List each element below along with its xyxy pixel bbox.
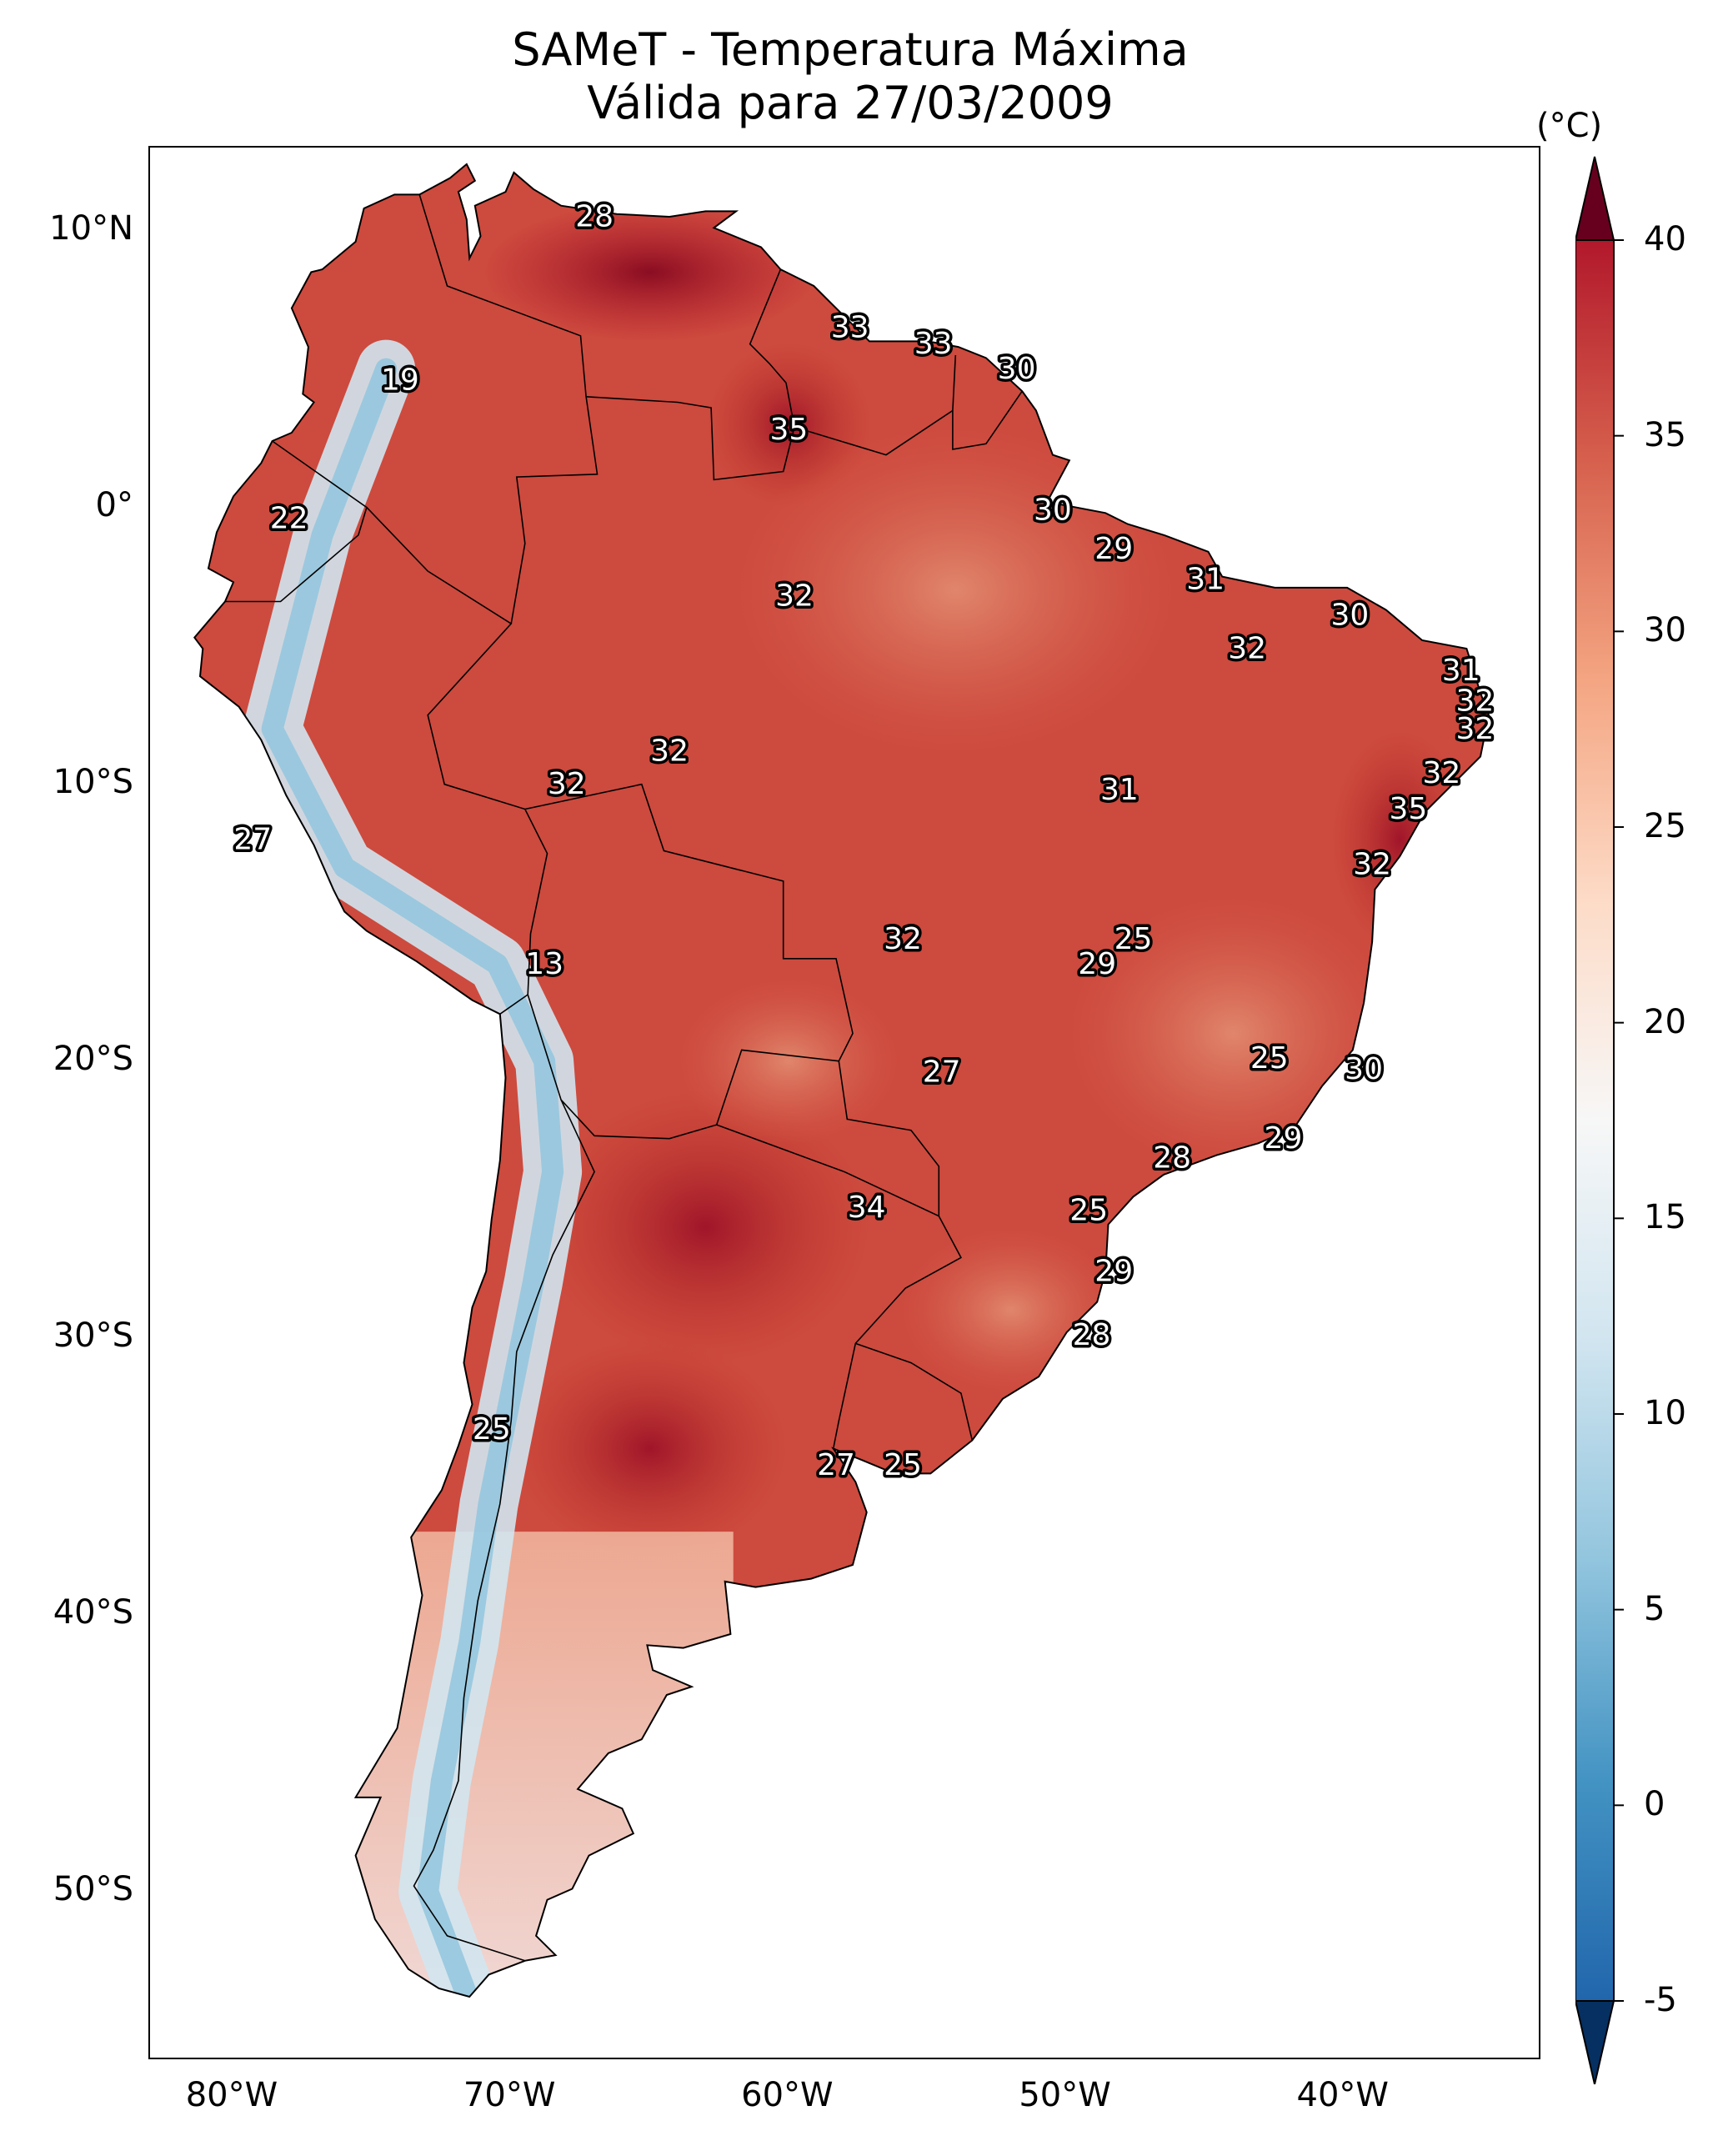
colorbar-tick-label: 25 (1644, 807, 1686, 845)
colorbar-tick-label: 20 (1644, 1002, 1686, 1041)
temperature-label: 31 (1100, 773, 1139, 807)
land-layer (194, 163, 1489, 1998)
temperature-label: 32 (884, 922, 922, 956)
temperature-label: 25 (473, 1412, 511, 1447)
temperature-label: 31 (1186, 562, 1225, 596)
temperature-label: 30 (1331, 599, 1370, 633)
border-line-10 (952, 390, 1023, 450)
border-line-7 (855, 1342, 974, 1441)
country-borders (193, 163, 1490, 1998)
border-line-11 (586, 396, 795, 481)
temperature-label: 35 (769, 413, 808, 447)
border-line-4 (527, 994, 839, 1140)
temperature-label: 19 (381, 363, 419, 397)
coastline (193, 163, 1490, 1998)
colorbar-tick-label: 10 (1644, 1394, 1686, 1432)
temperature-label: 27 (817, 1448, 855, 1482)
colorbar-tick-label: 40 (1644, 220, 1686, 258)
border-line-5 (716, 1060, 940, 1217)
temperature-label: 29 (1078, 947, 1116, 981)
colorbar-extend-max (1575, 156, 1615, 241)
temperature-label: 25 (1114, 922, 1153, 956)
longitude-tick-label: 70°W (463, 2076, 556, 2114)
temperature-label: 32 (1228, 631, 1266, 665)
temperature-label: 25 (884, 1448, 922, 1482)
temperature-label: 32 (1353, 847, 1391, 881)
map-frame: 28 33 33 30 19 35 22 30 29 31 32 30 32 31 32 32 32 32 32 31… (148, 146, 1540, 2059)
border-line-3 (524, 783, 854, 1062)
map-title: SAMeT - Temperatura Máxima (512, 23, 1189, 76)
latitude-tick-label: 50°S (53, 1869, 133, 1908)
temperature-label: 27 (233, 823, 272, 857)
temperature-label: 13 (525, 947, 563, 981)
temperature-label: 30 (1034, 493, 1072, 527)
temperature-label: 31 (1442, 654, 1480, 688)
border-line-9 (749, 268, 957, 456)
temperature-label: 32 (650, 734, 689, 768)
latitude-tick-label: 40°S (53, 1592, 133, 1632)
colorbar-extend-min (1575, 2000, 1615, 2084)
temperature-label: 33 (831, 310, 869, 344)
colorbar-tick-label: -5 (1644, 1981, 1677, 2019)
colorbar-tick-label: 35 (1644, 415, 1686, 454)
longitude-tick-label: 80°W (185, 2076, 278, 2114)
colorbar-gradient (1575, 239, 1615, 2002)
temperature-label: 28 (575, 200, 614, 234)
latitude-tick-label: 10°N (49, 208, 133, 248)
border-line-0 (418, 194, 599, 624)
border-line-6 (832, 1216, 962, 1449)
colorbar-tick-label: 5 (1644, 1589, 1665, 1628)
border-line-1 (225, 440, 368, 603)
colorbar-tick-label: 0 (1644, 1785, 1665, 1824)
temperature-label: 28 (1073, 1318, 1111, 1352)
border-line-8 (413, 1099, 595, 1962)
temperature-label: 32 (1455, 712, 1494, 746)
temperature-label: 33 (914, 327, 953, 361)
temperature-label: 35 (1389, 792, 1427, 826)
temperature-label: 27 (923, 1055, 961, 1089)
temperature-label: 25 (1069, 1193, 1108, 1227)
longitude-tick-label: 40°W (1296, 2076, 1389, 2114)
border-line-2 (366, 507, 548, 1015)
map-subtitle: Válida para 27/03/2009 (587, 77, 1114, 129)
temperature-label: 29 (1265, 1121, 1303, 1156)
colorbar-unit: (°C) (1536, 107, 1603, 145)
temperature-label: 32 (1422, 756, 1460, 790)
inpe-logo: INPE (1513, 2057, 1540, 2059)
colorbar (1575, 156, 1624, 2084)
temperature-label: 28 (1153, 1141, 1191, 1175)
temperature-label: 34 (848, 1191, 886, 1225)
temperature-label: 32 (1455, 684, 1494, 719)
longitude-tick-label: 60°W (741, 2076, 834, 2114)
latitude-tick-label: 10°S (53, 762, 133, 801)
colorbar-tick-label: 30 (1644, 611, 1686, 650)
temperature-label: 29 (1094, 1255, 1133, 1289)
latitude-tick-label: 20°S (53, 1039, 133, 1078)
latitude-tick-label: 30°S (53, 1316, 133, 1355)
temperature-label: 29 (1094, 532, 1133, 566)
longitude-tick-label: 50°W (1019, 2076, 1111, 2114)
latitude-tick-label: 0° (95, 485, 133, 524)
temperature-label: 30 (1345, 1052, 1383, 1086)
temperature-label: 22 (270, 501, 308, 535)
temperature-label: 32 (548, 767, 586, 801)
temperature-label: 32 (775, 579, 814, 613)
colorbar-tick-label: 15 (1644, 1198, 1686, 1237)
temperature-label: 25 (1250, 1041, 1289, 1075)
temperature-label: 30 (998, 352, 1036, 386)
